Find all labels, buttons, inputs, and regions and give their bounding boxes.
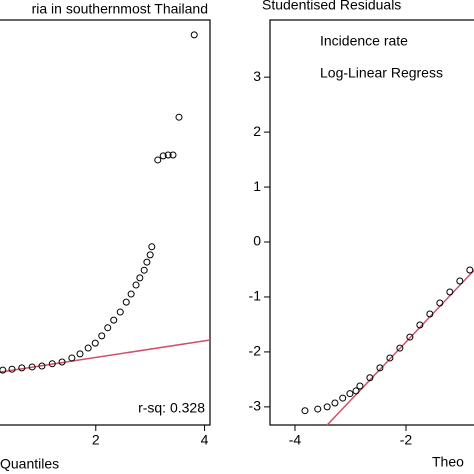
point (154, 156, 162, 164)
point (339, 394, 347, 402)
point (190, 31, 198, 39)
x-tick-label: -2 (400, 432, 413, 448)
point (175, 113, 183, 121)
legend-label: Incidence rate (320, 33, 408, 49)
fit-line (326, 269, 474, 426)
point (366, 374, 374, 382)
point (58, 358, 66, 366)
point (28, 363, 36, 371)
point (146, 251, 154, 259)
point (148, 243, 156, 251)
point (416, 321, 424, 329)
x-tick-label: 2 (92, 432, 100, 448)
point (98, 332, 106, 340)
point (456, 277, 464, 285)
x-tick-label: -4 (289, 432, 302, 448)
point (38, 362, 46, 370)
point (132, 281, 140, 289)
y-tick-label: 3 (253, 68, 261, 84)
point (466, 266, 474, 274)
point (8, 365, 16, 373)
point (386, 354, 394, 362)
point (376, 364, 384, 372)
point (140, 266, 148, 274)
x-axis-label: Quantiles (0, 456, 59, 472)
point (352, 387, 360, 395)
plot-frame (0, 19, 211, 426)
point (164, 151, 172, 159)
point (446, 288, 454, 296)
annotation: r-sq: 0.328 (138, 400, 205, 416)
point (436, 299, 444, 307)
legend-label: Log-Linear Regress (320, 65, 443, 81)
point (18, 364, 26, 372)
point (159, 152, 167, 160)
y-tick-label: -2 (249, 343, 262, 359)
point (68, 354, 76, 362)
point (104, 324, 112, 332)
point (323, 403, 331, 411)
y-tick-label: 2 (253, 123, 261, 139)
point (91, 339, 99, 347)
point (346, 390, 354, 398)
point (143, 258, 151, 266)
point (136, 274, 144, 282)
point (406, 333, 414, 341)
y-tick-label: 0 (253, 233, 261, 249)
fit-line (0, 339, 211, 373)
chart-title: Studentised Residuals (262, 0, 401, 13)
point (356, 382, 364, 390)
y-tick-label: -3 (249, 398, 262, 414)
point (122, 298, 130, 306)
x-axis-label: Theo (432, 454, 464, 470)
point (301, 407, 309, 415)
plot-frame (269, 19, 474, 426)
point (127, 290, 135, 298)
x-tick-label: 4 (201, 432, 209, 448)
point (48, 360, 56, 368)
y-tick-label: 1 (253, 178, 261, 194)
point (314, 405, 322, 413)
point (110, 316, 118, 324)
point (76, 350, 84, 358)
point (116, 308, 124, 316)
point (169, 151, 177, 159)
point (331, 399, 339, 407)
chart-title: ria in southernmost Thailand (32, 1, 208, 17)
y-tick-label: -1 (249, 288, 262, 304)
point (0, 366, 7, 374)
point (396, 344, 404, 352)
point (426, 310, 434, 318)
point (84, 344, 92, 352)
